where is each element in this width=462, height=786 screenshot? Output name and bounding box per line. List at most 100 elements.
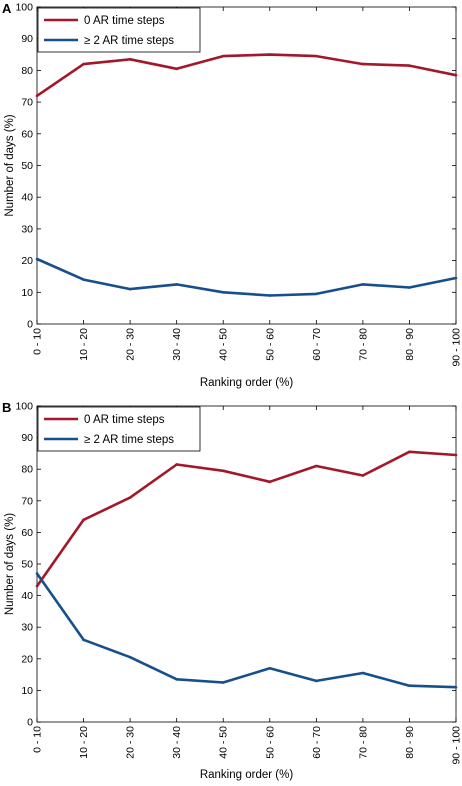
y-tick-label: 100 — [15, 2, 33, 14]
panel-letter: A — [2, 1, 12, 16]
y-tick-label: 20 — [21, 653, 33, 665]
data-point — [35, 572, 39, 575]
data-point — [221, 681, 225, 684]
data-point — [361, 474, 365, 477]
data-point — [175, 283, 178, 286]
y-tick-label: 60 — [21, 527, 33, 539]
data-point — [128, 58, 132, 61]
x-tick-label: 60 - 70 — [311, 328, 323, 361]
data-point — [408, 684, 411, 687]
series-line-two-plus-ar — [35, 572, 457, 689]
legend: 0 AR time steps ≥ 2 AR time steps — [37, 7, 201, 53]
data-point — [128, 287, 132, 291]
y-tick-label: 90 — [21, 432, 33, 444]
data-point — [128, 655, 132, 659]
y-tick-label: 10 — [21, 287, 33, 299]
chart-panel-b: B 0 10 20 30 40 50 60 70 80 90 100 0 - 10 10 - 20 20 -… — [2, 400, 462, 781]
x-tick-label: 80 - 90 — [404, 726, 416, 759]
data-point — [361, 283, 365, 286]
data-point — [35, 584, 39, 588]
y-tick-label: 70 — [21, 495, 33, 507]
x-tick-label: 90 - 100 — [451, 328, 462, 367]
chart-panel-a: A 0 10 20 30 40 50 60 70 80 90 100 0 - 10 10 - 20 20 -… — [2, 1, 462, 389]
x-axis-label: Ranking order (%) — [200, 377, 293, 389]
series-line-zero-ar — [36, 53, 457, 97]
x-tick-label: 0 - 10 — [32, 726, 44, 753]
x-tick-label: 80 - 90 — [404, 328, 416, 361]
data-point — [35, 94, 39, 98]
data-point — [268, 294, 272, 297]
x-axis-label: Ranking order (%) — [200, 769, 293, 781]
data-point — [315, 292, 318, 296]
data-point — [128, 496, 132, 499]
y-tick-label: 90 — [21, 33, 33, 45]
data-point — [315, 54, 318, 58]
y-tick-label: 50 — [21, 160, 33, 172]
y-tick-label: 0 — [27, 717, 33, 729]
y-tick-label: 80 — [21, 65, 33, 77]
data-point — [454, 685, 458, 689]
x-tick-label: 20 - 30 — [125, 726, 137, 759]
legend-box — [37, 406, 201, 452]
data-point — [268, 480, 272, 484]
y-tick-label: 0 — [27, 319, 33, 331]
x-tick-label: 20 - 30 — [125, 328, 137, 361]
series-line-zero-ar — [35, 450, 457, 587]
y-tick-label: 30 — [21, 223, 33, 235]
x-tick-label: 60 - 70 — [311, 726, 323, 759]
y-tick-label: 60 — [21, 128, 33, 140]
legend-label: ≥ 2 AR time steps — [84, 35, 174, 47]
data-point — [361, 62, 365, 66]
data-point — [82, 278, 85, 281]
legend: 0 AR time steps ≥ 2 AR time steps — [37, 406, 201, 452]
x-tick-label: 50 - 60 — [264, 328, 276, 361]
x-tick-label: 30 - 40 — [171, 726, 183, 759]
data-point — [35, 257, 39, 261]
data-point — [175, 463, 178, 466]
x-tick-label: 40 - 50 — [218, 726, 230, 759]
x-tick-label: 50 - 60 — [264, 726, 276, 759]
x-tick-label: 0 - 10 — [32, 328, 44, 355]
y-tick-label: 20 — [21, 255, 33, 267]
data-point — [221, 291, 225, 294]
data-point — [315, 464, 318, 468]
y-tick-label: 40 — [21, 590, 33, 602]
y-tick-label: 30 — [21, 622, 33, 634]
data-point — [454, 453, 458, 457]
data-point — [175, 678, 178, 681]
y-axis-label: Number of days (%) — [4, 513, 16, 615]
y-tick-label: 80 — [21, 464, 33, 476]
data-point — [408, 64, 411, 67]
x-tick-label: 70 - 80 — [357, 328, 369, 361]
data-point — [361, 671, 365, 675]
data-point — [315, 679, 318, 683]
y-axis-label: Number of days (%) — [4, 114, 16, 216]
y-tick-label: 10 — [21, 685, 33, 697]
legend-label: ≥ 2 AR time steps — [84, 434, 174, 446]
legend-box — [37, 7, 201, 53]
data-point — [454, 276, 458, 280]
data-point — [408, 286, 411, 289]
x-tick-label: 10 - 20 — [78, 726, 90, 759]
data-point — [454, 73, 458, 77]
data-point — [175, 67, 178, 71]
y-tick-label: 50 — [21, 559, 33, 571]
x-tick-label: 10 - 20 — [78, 328, 90, 361]
y-tick-label: 40 — [21, 192, 33, 204]
legend-label: 0 AR time steps — [84, 15, 165, 27]
series-line-two-plus-ar — [36, 257, 457, 297]
data-point — [268, 666, 272, 670]
legend-label: 0 AR time steps — [84, 414, 165, 426]
data-point — [221, 54, 225, 58]
data-point — [82, 638, 85, 642]
x-tick-label: 70 - 80 — [357, 726, 369, 759]
data-point — [221, 469, 225, 473]
data-point — [268, 53, 272, 56]
data-point — [82, 518, 85, 522]
data-point — [408, 450, 411, 454]
y-tick-label: 100 — [15, 401, 33, 413]
x-tick-label: 40 - 50 — [218, 328, 230, 361]
panel-letter: B — [2, 400, 11, 415]
data-point — [82, 62, 85, 66]
